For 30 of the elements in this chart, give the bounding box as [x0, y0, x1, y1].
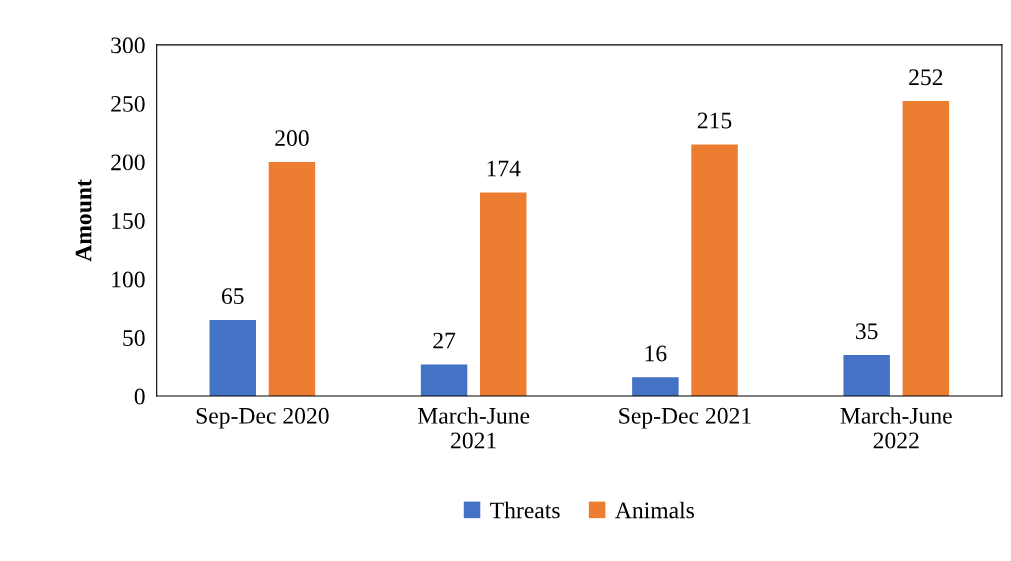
y-tick-label: 300: [111, 37, 145, 54]
data-label: 16: [645, 345, 667, 362]
y-tick-label: 100: [112, 271, 145, 288]
legend-label: Threats: [490, 501, 560, 519]
data-label: 27: [433, 332, 456, 349]
bar: [479, 192, 527, 397]
y-tick-label: 200: [111, 154, 145, 171]
x-tick-label: Sep-Dec 2021: [619, 407, 751, 429]
y-tick-label: 0: [134, 388, 145, 405]
x-tick-label: Sep-Dec 2020: [196, 407, 329, 429]
bar: [268, 161, 316, 397]
data-label: 174: [487, 160, 521, 177]
data-label: 65: [221, 288, 244, 305]
bar: [420, 364, 468, 397]
bar: [632, 377, 679, 397]
data-label: 252: [909, 69, 943, 86]
x-tick-label: March-June 2022: [840, 407, 952, 449]
data-label: 200: [275, 130, 309, 147]
y-tick-label: 250: [111, 95, 145, 112]
bar: [902, 101, 950, 397]
bar: [209, 319, 257, 397]
bar: [691, 144, 738, 397]
y-axis-title: Amount: [75, 179, 92, 262]
bar: [843, 355, 890, 397]
x-tick-label: March-June 2021: [417, 407, 530, 449]
y-tick-label: 150: [112, 212, 145, 229]
legend-label: Animals: [615, 501, 694, 519]
data-label: 35: [855, 323, 878, 340]
y-tick-label: 50: [123, 330, 145, 346]
data-label: 215: [697, 112, 732, 129]
